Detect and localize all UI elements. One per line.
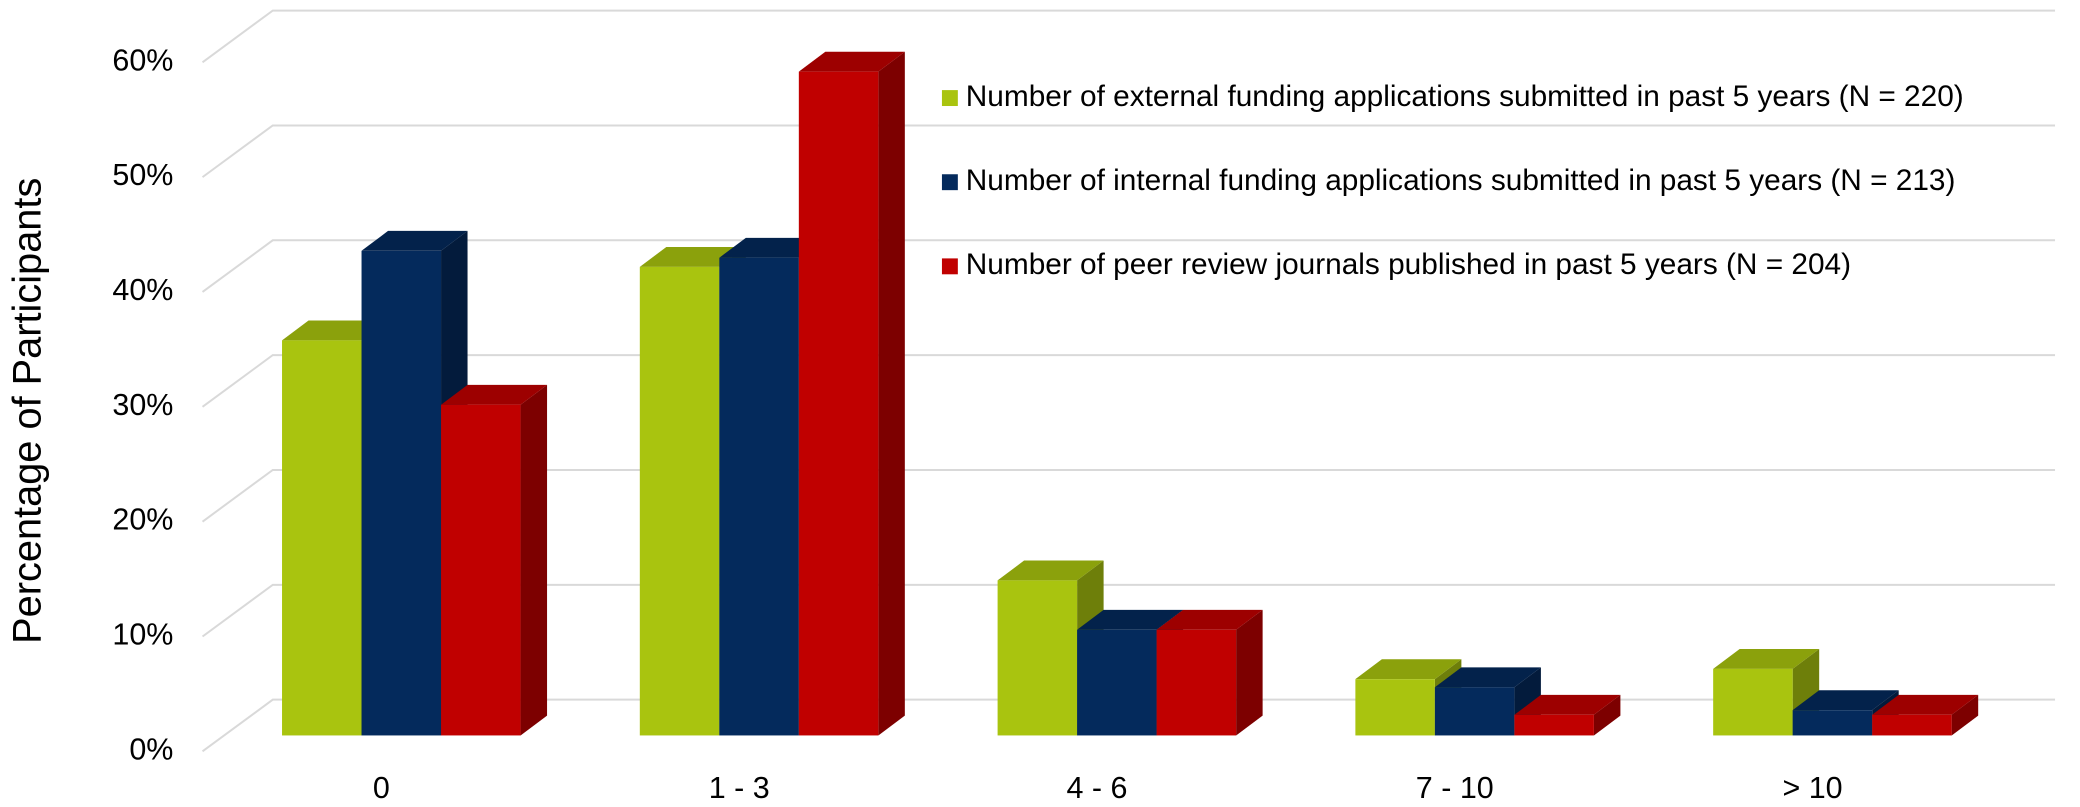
bar — [1156, 629, 1237, 736]
y-tick-label: 40% — [112, 273, 173, 307]
legend-swatch — [941, 90, 958, 107]
x-tick-label: 1 - 3 — [709, 771, 770, 805]
x-tick-label: 4 - 6 — [1066, 771, 1127, 805]
bar — [1792, 710, 1873, 736]
bar-top — [1792, 690, 1899, 711]
grid-line — [201, 354, 2056, 408]
bar-top — [1355, 659, 1462, 680]
bar-side — [1951, 694, 1979, 736]
bar-top — [1713, 648, 1820, 669]
legend-swatch — [941, 174, 958, 191]
legend-label: Number of external funding applications … — [966, 80, 1964, 113]
y-axis-title: Percentage of Participants — [6, 178, 50, 644]
bar-top — [441, 384, 548, 405]
x-tick-label: > 10 — [1782, 771, 1842, 805]
bar — [1434, 687, 1515, 736]
bar-top — [1434, 667, 1541, 688]
bar-top — [1077, 609, 1184, 630]
bar-side — [878, 51, 905, 736]
bar — [1713, 668, 1793, 736]
x-tick-label: 7 - 10 — [1416, 771, 1494, 805]
bar — [1514, 714, 1594, 736]
y-tick-label: 20% — [112, 503, 173, 537]
bar-top — [361, 230, 468, 251]
grid-line — [201, 468, 2056, 523]
bar-top — [1514, 694, 1621, 715]
bar — [997, 580, 1078, 736]
bar-top — [798, 51, 905, 72]
grid-line — [201, 239, 2056, 293]
bar — [1355, 679, 1435, 736]
bar-top — [1872, 694, 1979, 715]
bar — [441, 404, 521, 736]
bar-side — [520, 384, 548, 736]
bar — [361, 250, 442, 736]
y-tick-label: 50% — [112, 158, 173, 192]
bar — [282, 340, 362, 736]
y-tick-label: 10% — [112, 618, 173, 652]
bar — [1872, 714, 1952, 736]
grid-line — [201, 9, 2056, 64]
bar-side — [1593, 694, 1621, 736]
y-tick-label: 0% — [129, 732, 173, 766]
bar — [798, 71, 879, 736]
bar-side — [1236, 609, 1263, 736]
bar — [719, 257, 799, 736]
legend-label: Number of internal funding applications … — [966, 164, 1956, 197]
y-tick-label: 60% — [112, 43, 173, 77]
bar — [1077, 629, 1157, 736]
bar-top — [997, 560, 1104, 581]
y-tick-label: 30% — [112, 388, 173, 422]
bar — [639, 266, 720, 736]
legend-label: Number of peer review journals published… — [966, 248, 1851, 281]
grid-line — [201, 124, 2056, 178]
bar-top — [1156, 609, 1263, 630]
legend-swatch — [941, 258, 958, 275]
grid-line — [201, 583, 2056, 638]
x-tick-label: 0 — [373, 771, 390, 805]
